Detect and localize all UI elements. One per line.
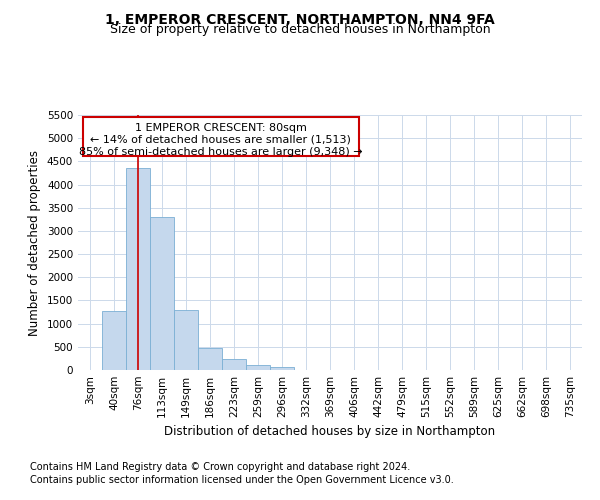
Text: 1, EMPEROR CRESCENT, NORTHAMPTON, NN4 9FA: 1, EMPEROR CRESCENT, NORTHAMPTON, NN4 9F… xyxy=(105,12,495,26)
Bar xyxy=(174,310,198,370)
Bar xyxy=(83,117,359,156)
Bar xyxy=(246,366,270,370)
Text: 1 EMPEROR CRESCENT: 80sqm: 1 EMPEROR CRESCENT: 80sqm xyxy=(135,123,307,133)
Text: 85% of semi-detached houses are larger (9,348) →: 85% of semi-detached houses are larger (… xyxy=(79,147,362,157)
Text: Size of property relative to detached houses in Northampton: Size of property relative to detached ho… xyxy=(110,22,490,36)
Bar xyxy=(222,359,246,370)
Text: Contains HM Land Registry data © Crown copyright and database right 2024.: Contains HM Land Registry data © Crown c… xyxy=(30,462,410,472)
Bar xyxy=(150,217,174,370)
Bar xyxy=(102,311,126,370)
Text: ← 14% of detached houses are smaller (1,513): ← 14% of detached houses are smaller (1,… xyxy=(91,135,351,145)
X-axis label: Distribution of detached houses by size in Northampton: Distribution of detached houses by size … xyxy=(164,426,496,438)
Text: Contains public sector information licensed under the Open Government Licence v3: Contains public sector information licen… xyxy=(30,475,454,485)
Bar xyxy=(198,348,222,370)
Bar xyxy=(126,168,150,370)
Y-axis label: Number of detached properties: Number of detached properties xyxy=(28,150,41,336)
Bar xyxy=(270,367,294,370)
